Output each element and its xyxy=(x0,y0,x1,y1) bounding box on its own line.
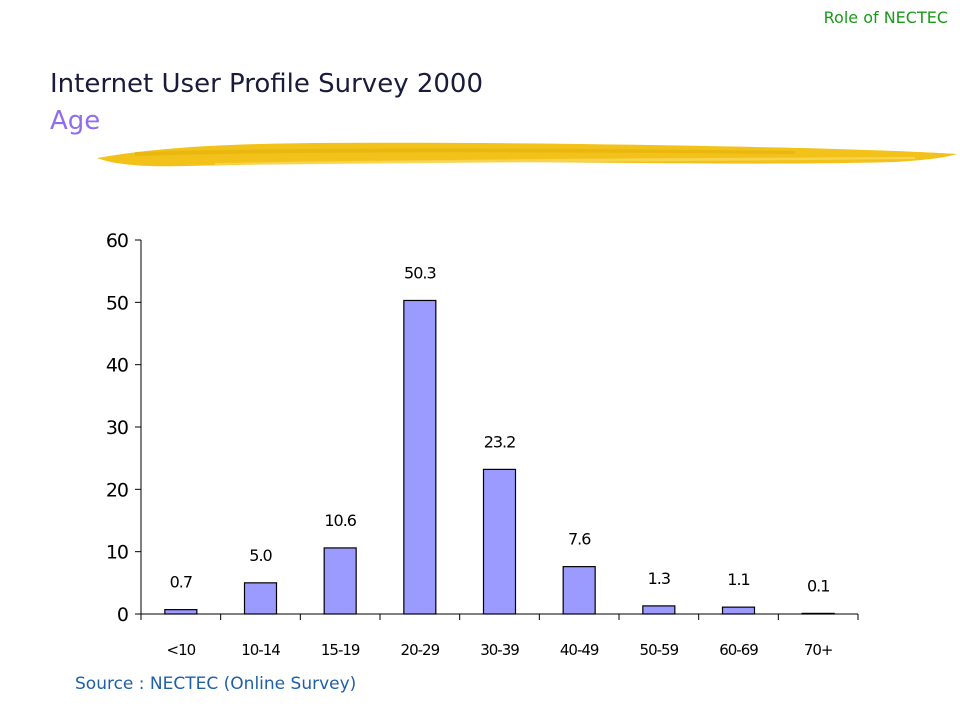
x-category-label: 50-59 xyxy=(640,641,679,659)
y-tick-label: 0 xyxy=(117,604,128,626)
bar xyxy=(323,547,357,615)
x-category-label: 70+ xyxy=(804,641,833,659)
data-label: 5.0 xyxy=(249,546,272,565)
x-category-label: 15-19 xyxy=(321,641,360,659)
corner-tag: Role of NECTEC xyxy=(823,8,948,27)
x-category-label: 20-29 xyxy=(401,641,440,659)
bar xyxy=(243,582,278,615)
data-label: 0.7 xyxy=(170,573,192,592)
y-tick-label: 20 xyxy=(106,479,128,501)
data-label: 10.6 xyxy=(324,511,356,530)
bar xyxy=(482,468,517,615)
page-title: Internet User Profile Survey 2000 xyxy=(50,69,484,99)
data-label: 1.1 xyxy=(727,570,749,589)
bar xyxy=(403,299,437,615)
data-label: 23.2 xyxy=(484,432,516,451)
data-label: 1.3 xyxy=(648,569,670,588)
data-label: 7.6 xyxy=(568,530,591,549)
bar xyxy=(164,609,198,615)
y-tick-label: 40 xyxy=(106,355,128,377)
data-label: 0.1 xyxy=(807,576,829,595)
brush-stroke-streak xyxy=(135,148,795,156)
y-tick-label: 60 xyxy=(106,230,128,252)
y-tick-label: 30 xyxy=(106,417,128,439)
brush-stroke-streak xyxy=(215,157,915,165)
x-category-label: 40-49 xyxy=(560,641,599,659)
y-tick-label: 10 xyxy=(106,542,128,564)
x-category-label: <10 xyxy=(167,641,196,659)
x-category-label: 10-14 xyxy=(241,641,280,659)
brush-stroke-decoration xyxy=(97,142,957,167)
x-category-label: 60-69 xyxy=(719,641,758,659)
bar xyxy=(562,566,596,615)
bar xyxy=(801,612,835,615)
page-subtitle: Age xyxy=(50,106,101,136)
y-tick-label: 50 xyxy=(106,292,128,314)
bar xyxy=(642,605,676,615)
data-label: 50.3 xyxy=(404,263,436,282)
source-note: Source : NECTEC (Online Survey) xyxy=(75,674,357,694)
bar xyxy=(721,606,756,615)
x-category-label: 30-39 xyxy=(480,641,519,659)
